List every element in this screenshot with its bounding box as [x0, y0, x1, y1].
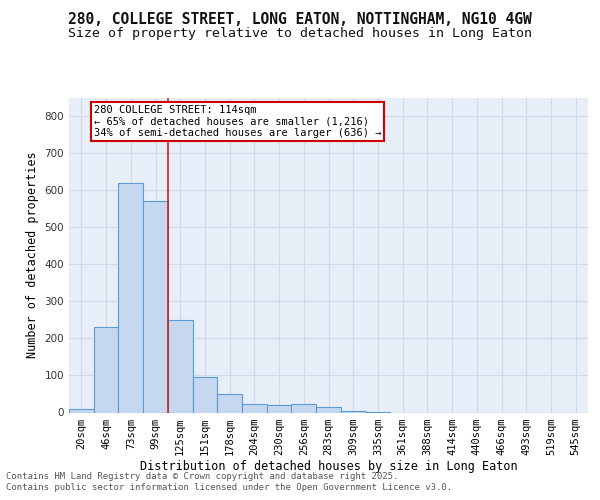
Bar	[341, 410, 365, 412]
Bar	[267, 405, 292, 412]
Bar	[292, 404, 316, 412]
Bar	[69, 409, 94, 412]
Text: Size of property relative to detached houses in Long Eaton: Size of property relative to detached ho…	[68, 28, 532, 40]
Text: Contains public sector information licensed under the Open Government Licence v3: Contains public sector information licen…	[6, 484, 452, 492]
Bar	[242, 404, 267, 412]
Bar	[143, 202, 168, 412]
Bar	[168, 320, 193, 412]
Bar	[316, 408, 341, 412]
Text: Contains HM Land Registry data © Crown copyright and database right 2025.: Contains HM Land Registry data © Crown c…	[6, 472, 398, 481]
Bar	[217, 394, 242, 412]
Text: 280, COLLEGE STREET, LONG EATON, NOTTINGHAM, NG10 4GW: 280, COLLEGE STREET, LONG EATON, NOTTING…	[68, 12, 532, 28]
X-axis label: Distribution of detached houses by size in Long Eaton: Distribution of detached houses by size …	[140, 460, 517, 473]
Bar	[94, 326, 118, 412]
Bar	[118, 184, 143, 412]
Bar	[193, 376, 217, 412]
Text: 280 COLLEGE STREET: 114sqm
← 65% of detached houses are smaller (1,216)
34% of s: 280 COLLEGE STREET: 114sqm ← 65% of deta…	[94, 105, 381, 138]
Y-axis label: Number of detached properties: Number of detached properties	[26, 152, 39, 358]
